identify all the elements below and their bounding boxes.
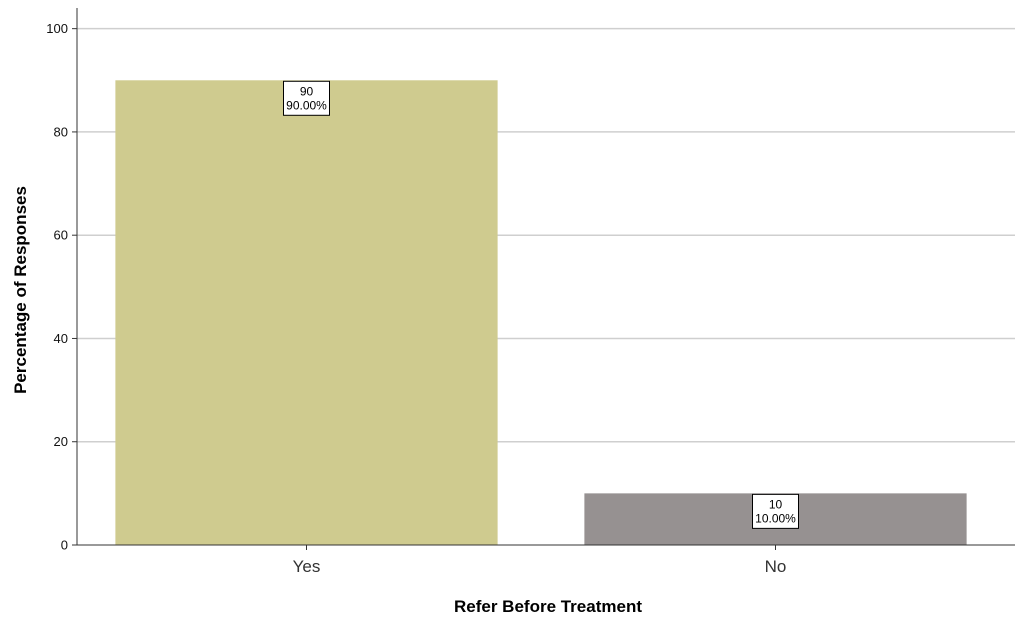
data-label-percent: 90.00%	[286, 98, 327, 112]
bar-yes	[115, 80, 498, 546]
axes: 0 20 40 60 80 100 Yes No	[46, 8, 1015, 576]
data-label-box	[283, 80, 330, 116]
y-axis-title: Percentage of Responses	[11, 186, 30, 394]
x-tick-label: No	[765, 557, 787, 576]
y-tick-label: 20	[54, 434, 68, 449]
x-tick-label: Yes	[293, 557, 321, 576]
data-label-count: 90	[300, 84, 314, 98]
data-label-count: 10	[769, 497, 783, 511]
data-label-box	[752, 493, 799, 529]
y-tick-label: 60	[54, 228, 68, 243]
bars	[115, 80, 967, 546]
data-label-percent: 10.00%	[755, 511, 796, 525]
y-tick-label: 100	[46, 21, 68, 36]
y-tick-label: 40	[54, 331, 68, 346]
y-tick-label: 0	[61, 538, 68, 553]
x-axis-title: Refer Before Treatment	[454, 597, 642, 616]
y-tick-label: 80	[54, 124, 68, 139]
